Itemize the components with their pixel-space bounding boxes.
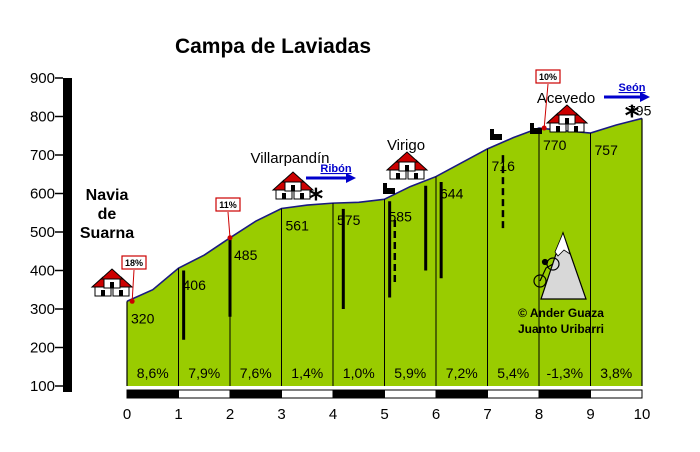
elevation-label: 585 (389, 208, 413, 224)
credit-line-1: © Ander Guaza (518, 306, 604, 320)
max-grade-badge-text: 10% (539, 72, 557, 82)
arrow-head-icon (640, 92, 650, 102)
km-scale-block (384, 389, 437, 399)
elevation-label: 716 (492, 158, 516, 174)
km-scale-block (435, 389, 488, 399)
village-houses-icon (280, 171, 306, 192)
segment-grade-label: 8,6% (137, 365, 169, 381)
place-label-start: Navia (86, 187, 129, 204)
cyclist-icon (533, 257, 560, 288)
place-label: Villarpandín (251, 150, 330, 167)
segment-grade-label: -1,3% (546, 365, 583, 381)
segment-grade-label: 5,4% (497, 365, 529, 381)
segment-grades: 8,6% 7,9% 7,6% 1,4% 1,0% 5,9% 7,2% 5,4% -1,3% 3,8… (137, 365, 632, 381)
y-tick-label: 200 (30, 340, 55, 357)
elevation-label: 757 (595, 142, 619, 158)
place-labels: Navia de Suarna Villarpandín * Virigo Acevedo *… (80, 82, 650, 297)
elevation-label: 320 (131, 310, 155, 326)
chart-title: Campa de Laviadas (175, 35, 371, 58)
arrow-head-icon (346, 173, 356, 183)
church-icon (530, 123, 542, 134)
x-tick-label: 0 (123, 406, 131, 423)
km-scale-block (281, 389, 334, 399)
x-axis: 0 1 2 3 4 5 6 7 8 9 10 (123, 389, 651, 423)
elevation-label: 795 (628, 102, 652, 118)
y-tick-label: 100 (30, 378, 55, 395)
y-tick-label: 700 (30, 147, 55, 164)
segment-grade-label: 7,9% (188, 365, 220, 381)
km-scale-block (126, 389, 179, 399)
village-houses-icon (394, 151, 420, 172)
village-houses-icon (554, 104, 580, 125)
max-grade-badge (215, 197, 241, 212)
navia-houses-icon (99, 268, 125, 289)
x-tick-label: 9 (586, 406, 594, 423)
elevation-label: 575 (337, 212, 361, 228)
segment-grade-label: 1,0% (343, 365, 375, 381)
y-tick-label: 900 (30, 70, 55, 87)
mountain-icon (540, 231, 587, 300)
connection-label: Seón (619, 82, 646, 94)
connection-label: Ribón (320, 163, 351, 175)
badge-point (129, 298, 135, 304)
max-grade-badge-text: 11% (219, 200, 237, 210)
mountain-logo (533, 231, 587, 300)
km-scale-block (229, 389, 282, 399)
badge-point (541, 125, 547, 131)
x-tick-label: 3 (277, 406, 285, 423)
elevation-label: 561 (286, 218, 310, 234)
badge-leader (227, 211, 231, 238)
x-tick-label: 5 (380, 406, 388, 423)
x-tick-label: 7 (483, 406, 491, 423)
credit-line-2: Juanto Uribarri (518, 322, 604, 336)
max-grade-badge (121, 255, 147, 270)
max-grade-badges: 18% 11% 10% (121, 69, 561, 304)
badge-point (227, 235, 233, 241)
x-tick-label: 1 (174, 406, 182, 423)
x-tick-label: 4 (329, 406, 337, 423)
y-tick-label: 300 (30, 301, 55, 318)
y-axis: 100 200 300 400 500 600 700 800 900 (30, 70, 72, 395)
segment-grade-label: 7,2% (446, 365, 478, 381)
place-label-start: Suarna (80, 225, 134, 242)
km-scale-block (178, 389, 231, 399)
km-scale-block (487, 389, 540, 399)
segment-grade-label: 3,8% (600, 365, 632, 381)
max-grade-badge (535, 69, 561, 84)
y-axis-bar (63, 78, 72, 392)
x-tick-label: 6 (432, 406, 440, 423)
y-tick-label: 500 (30, 224, 55, 241)
badge-leader (131, 269, 135, 302)
y-tick-label: 800 (30, 109, 55, 126)
church-icon (490, 129, 502, 140)
max-grade-badge-text: 18% (125, 258, 143, 268)
elevation-label: 644 (440, 186, 464, 202)
y-tick-label: 400 (30, 263, 55, 280)
church-icon (383, 183, 395, 194)
segment-grade-label: 5,9% (394, 365, 426, 381)
segment-grade-label: 1,4% (291, 365, 323, 381)
elevation-labels: 320 406 485 561 575 585 644 716 770 757 795 (131, 102, 652, 326)
place-label: Virigo (387, 137, 425, 154)
place-label: Acevedo (537, 90, 595, 107)
km-scale-block (590, 389, 643, 399)
badge-leader (543, 83, 549, 129)
segment-grade-label: 7,6% (240, 365, 272, 381)
elevation-label: 770 (543, 137, 567, 153)
y-tick-label: 600 (30, 186, 55, 203)
x-tick-label: 2 (226, 406, 234, 423)
x-tick-label: 8 (535, 406, 543, 423)
elevation-label: 485 (234, 247, 258, 263)
km-scale-block (538, 389, 591, 399)
junction-star-icon: * (309, 182, 324, 215)
junction-star-icon: * (625, 99, 640, 132)
km-scale-block (332, 389, 385, 399)
x-tick-label: 10 (634, 406, 651, 423)
elevation-label: 406 (183, 277, 207, 293)
place-label-start: de (98, 206, 117, 223)
